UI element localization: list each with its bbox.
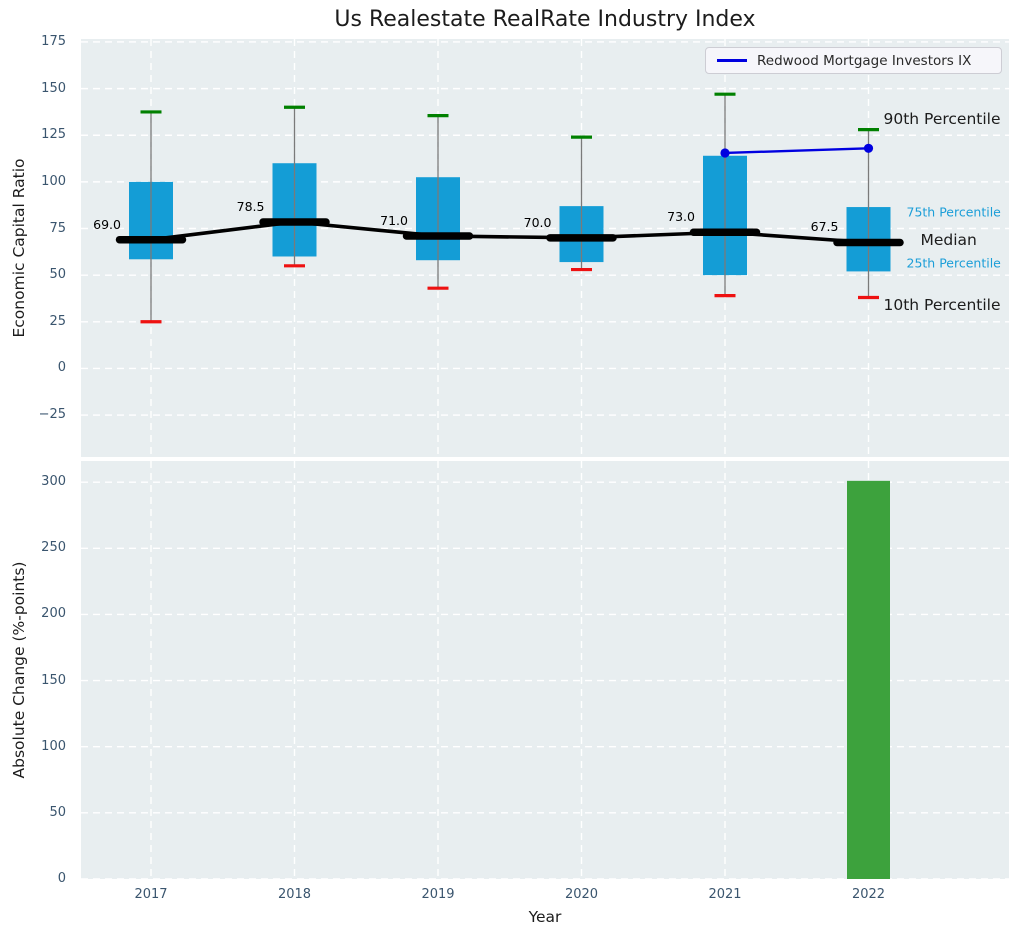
- legend-line-sample-icon: [717, 59, 747, 62]
- series-line-redwood: [724, 147, 869, 155]
- change-bar-2022: [847, 480, 890, 879]
- legend-box: Redwood Mortgage Investors IX: [705, 47, 1002, 74]
- bottom-y-axis-title: Absolute Change (%-points): [10, 561, 28, 779]
- legend-series-label: Redwood Mortgage Investors IX: [757, 52, 972, 69]
- series-point-2022: [863, 143, 874, 153]
- top-y-axis-title: Economic Capital Ratio: [10, 158, 28, 338]
- chart-title: Us Realestate RealRate Industry Index: [334, 7, 756, 32]
- series-point-2021: [720, 148, 730, 158]
- x-axis-title: Year: [528, 908, 562, 926]
